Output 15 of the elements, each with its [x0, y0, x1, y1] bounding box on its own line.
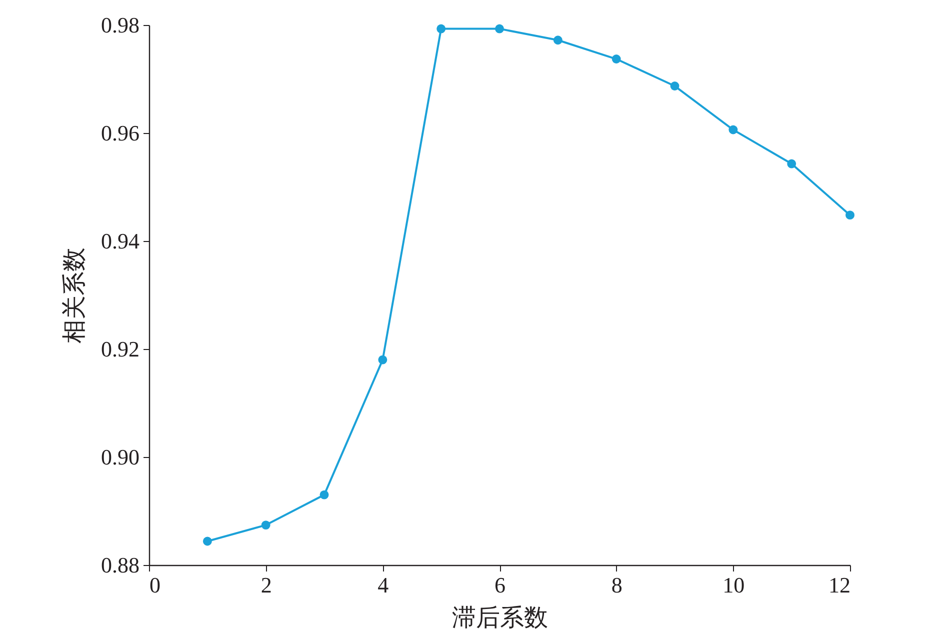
y-tick-label: 0.98	[101, 12, 140, 38]
x-tick-label: 0	[150, 572, 160, 598]
y-tick-label: 0.94	[101, 228, 140, 254]
x-tick-label: 6	[494, 572, 506, 598]
x-tick-label: 10	[722, 572, 745, 598]
x-tick-label: 12	[828, 572, 850, 598]
y-axis-title: 相关系数	[61, 248, 88, 344]
x-tick-label: 2	[260, 572, 272, 598]
x-axis-title: 滞后系数	[452, 606, 548, 632]
x-tick-label: 4	[378, 572, 389, 598]
y-tick-label: 0.88	[101, 552, 140, 578]
x-tick-label: 8	[611, 572, 622, 598]
y-tick-label: 0.90	[101, 444, 140, 470]
y-tick-label: 0.92	[101, 336, 140, 362]
y-tick-label: 0.96	[101, 120, 140, 146]
